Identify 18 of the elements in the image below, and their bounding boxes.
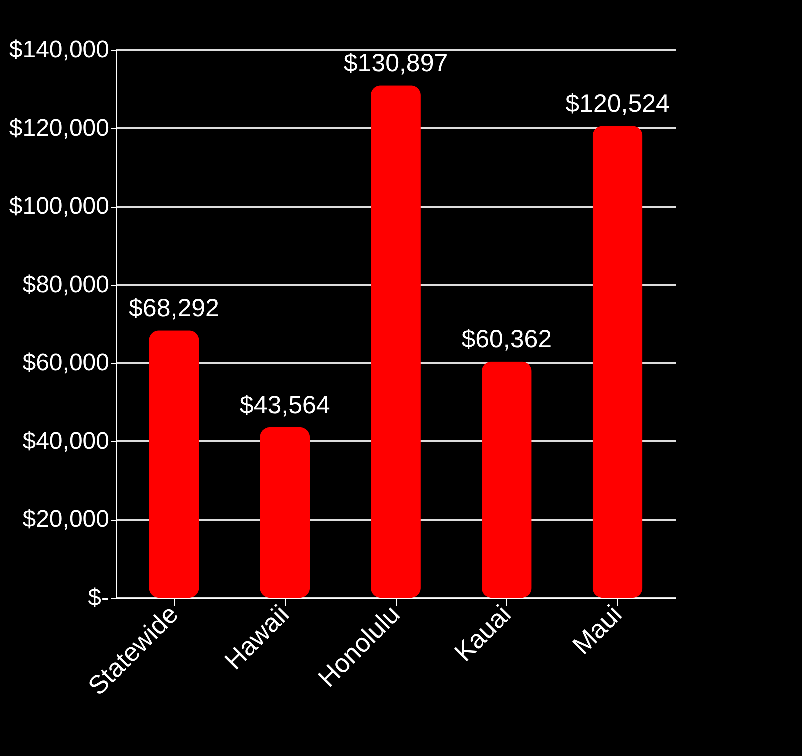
bar bbox=[149, 330, 200, 598]
y-tick-label: $60,000 bbox=[22, 350, 110, 377]
bar bbox=[482, 362, 532, 598]
bar bbox=[371, 86, 421, 598]
data-label: $60,362 bbox=[462, 326, 552, 354]
data-label: $43,564 bbox=[240, 391, 330, 420]
y-tick-label: $80,000 bbox=[22, 271, 110, 298]
y-tick-label: $20,000 bbox=[22, 506, 110, 534]
y-tick-label: $- bbox=[88, 584, 110, 612]
y-tick-label: $40,000 bbox=[22, 428, 110, 455]
bar bbox=[592, 126, 643, 598]
data-label: $120,524 bbox=[566, 90, 670, 118]
y-tick-label: $140,000 bbox=[9, 36, 110, 64]
data-label: $130,897 bbox=[344, 50, 448, 78]
data-label: $68,292 bbox=[129, 294, 220, 323]
y-tick-label: $100,000 bbox=[9, 193, 110, 220]
y-tick-label: $120,000 bbox=[9, 114, 110, 142]
bar bbox=[260, 427, 310, 598]
